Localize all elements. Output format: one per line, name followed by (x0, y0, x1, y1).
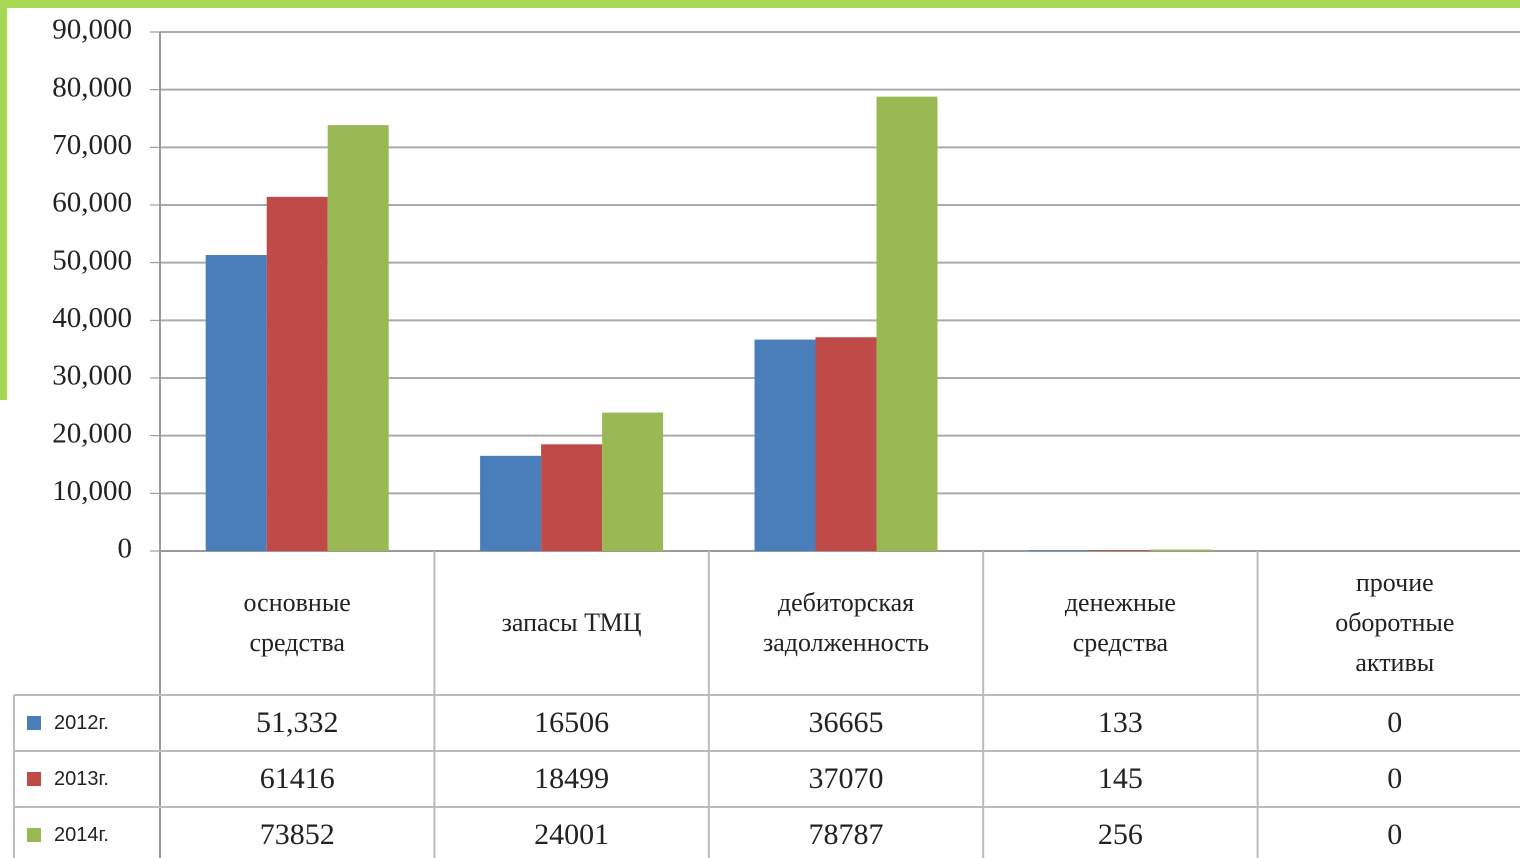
table-value: 0 (1387, 818, 1403, 851)
table-value: 133 (1097, 706, 1143, 739)
table-value: 73852 (259, 818, 335, 851)
table-value: 36665 (808, 706, 884, 739)
bar (327, 125, 389, 552)
table-value: 78787 (808, 818, 884, 851)
bar (266, 196, 328, 551)
table-value: 61416 (259, 762, 335, 795)
category-label: прочие оборотные активы (1335, 568, 1455, 677)
bar (1150, 549, 1212, 551)
y-tick-label: 30,000 (52, 360, 132, 392)
bar (541, 444, 603, 551)
table-value: 145 (1097, 762, 1143, 795)
y-tick-label: 90,000 (52, 14, 132, 46)
y-tick-label: 40,000 (52, 302, 132, 334)
bar (815, 337, 877, 551)
category-label: основные средства (243, 588, 351, 657)
table-value: 51,332 (255, 706, 339, 739)
top-border (0, 0, 1520, 8)
bar (1089, 550, 1151, 551)
bar (1028, 550, 1090, 551)
y-tick-label: 20,000 (52, 417, 132, 449)
category-label: запасы ТМЦ (501, 608, 642, 637)
table-value: 24001 (534, 818, 610, 851)
legend-label: 2012г. (54, 711, 109, 734)
category-label: денежные средства (1064, 588, 1176, 657)
y-tick-label: 10,000 (52, 475, 132, 507)
legend-swatch (27, 772, 41, 786)
table-value: 37070 (808, 762, 884, 795)
bar (205, 254, 267, 551)
bar (754, 339, 816, 551)
table-value: 18499 (534, 762, 610, 795)
y-tick-label: 50,000 (52, 244, 132, 276)
legend-label: 2014г. (54, 823, 109, 846)
table-value: 0 (1387, 706, 1403, 739)
legend-swatch (27, 716, 41, 730)
y-tick-label: 0 (118, 533, 133, 565)
table-value: 256 (1097, 818, 1143, 851)
table-value: 16506 (534, 706, 610, 739)
left-border (0, 0, 7, 400)
y-tick-label: 80,000 (52, 71, 132, 103)
bar (876, 96, 938, 552)
y-tick-label: 70,000 (52, 129, 132, 161)
table-value: 0 (1387, 762, 1403, 795)
category-label: дебиторская задолженность (762, 588, 930, 657)
legend-label: 2013г. (54, 767, 109, 790)
legend-swatch (27, 828, 41, 842)
bar (602, 412, 664, 551)
bar (480, 455, 542, 551)
y-tick-label: 60,000 (52, 187, 132, 219)
